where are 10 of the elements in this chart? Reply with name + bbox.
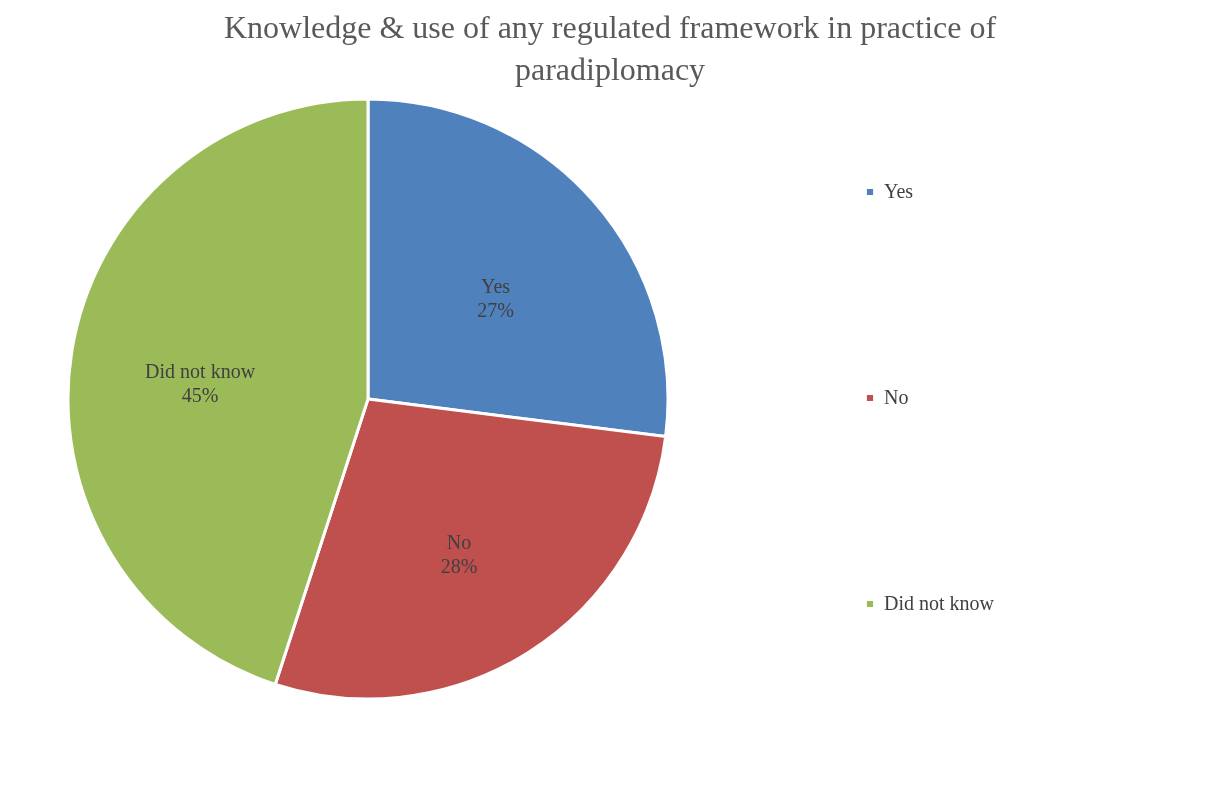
legend-label: Yes (884, 180, 914, 202)
slice-label: Did not know (145, 360, 256, 383)
slice-label: Yes (480, 274, 511, 297)
legend-label: Did not know (884, 592, 995, 614)
slice-label: No (446, 530, 472, 553)
chart-title: Knowledge & use of any regulated framework in practice of paradiplomacy (223, 9, 997, 87)
data-label: 28% (440, 554, 478, 577)
legend-label: No (884, 386, 909, 408)
data-label: 45% (181, 384, 219, 407)
data-label: 27% (477, 298, 514, 321)
